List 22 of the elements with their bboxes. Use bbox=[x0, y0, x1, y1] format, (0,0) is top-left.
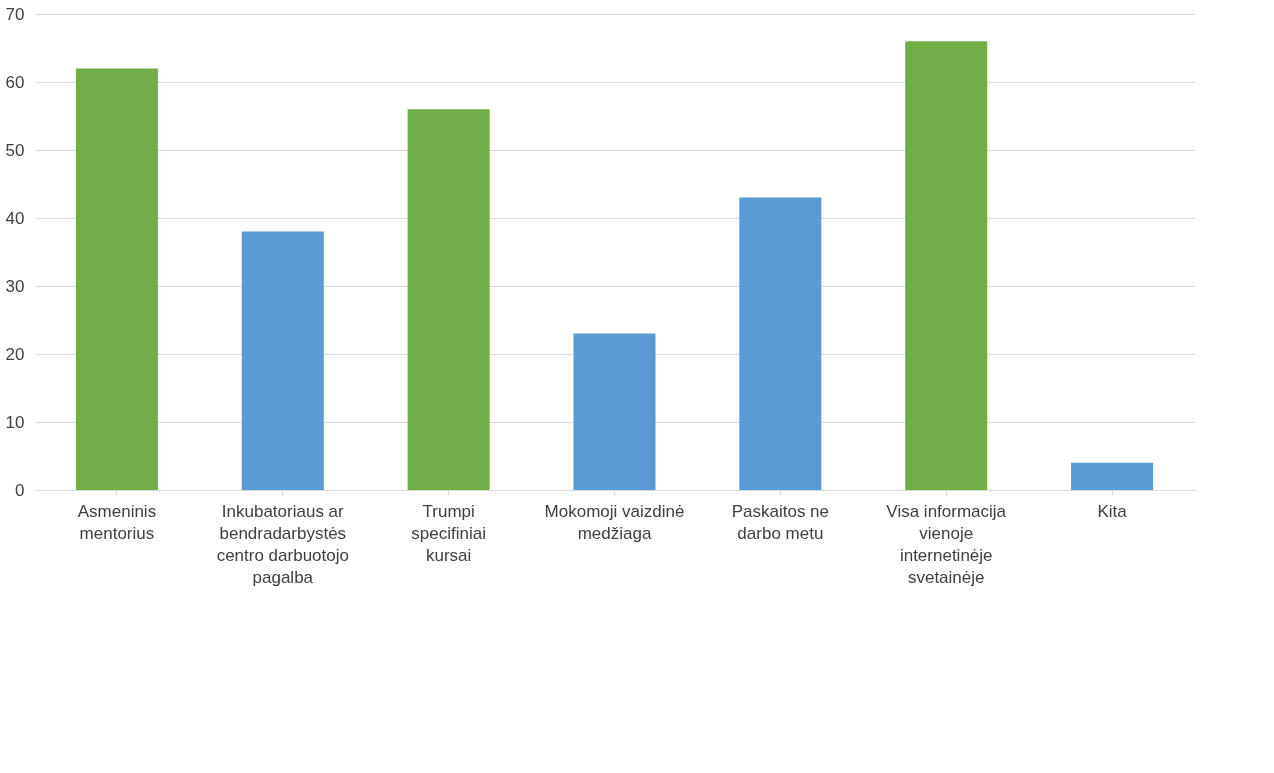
y-tick-label: 70 bbox=[5, 4, 25, 24]
y-tick-label: 60 bbox=[5, 72, 25, 92]
bar bbox=[75, 68, 158, 490]
x-tick-label: Paskaitos ne darbo metu bbox=[731, 501, 830, 543]
x-tick-label: Trumpi specifiniai kursai bbox=[411, 501, 486, 565]
x-tick-label: Kita bbox=[1097, 501, 1128, 521]
x-tick-label: Inkubatoriaus ar bendradarbystės centro darbuotojo pagalba bbox=[216, 501, 349, 587]
bar bbox=[905, 41, 988, 490]
y-tick-label: 50 bbox=[5, 140, 25, 160]
y-tick-label: 0 bbox=[15, 480, 25, 500]
bar bbox=[407, 109, 490, 490]
y-tick-label: 20 bbox=[5, 344, 25, 364]
x-tick-label: Asmeninis mentorius bbox=[77, 501, 157, 543]
x-tick-label: Visa informacija vienoje internetinėje svetainėje bbox=[886, 501, 1007, 587]
bar bbox=[241, 231, 324, 490]
bar bbox=[739, 197, 822, 490]
y-tick-label: 10 bbox=[5, 412, 25, 432]
y-tick-label: 30 bbox=[5, 276, 25, 296]
y-tick-label: 40 bbox=[5, 208, 25, 228]
bar bbox=[573, 333, 656, 490]
x-tick-label: Mokomoji vaizdinė medžiaga bbox=[544, 501, 685, 543]
bar bbox=[1071, 462, 1154, 490]
